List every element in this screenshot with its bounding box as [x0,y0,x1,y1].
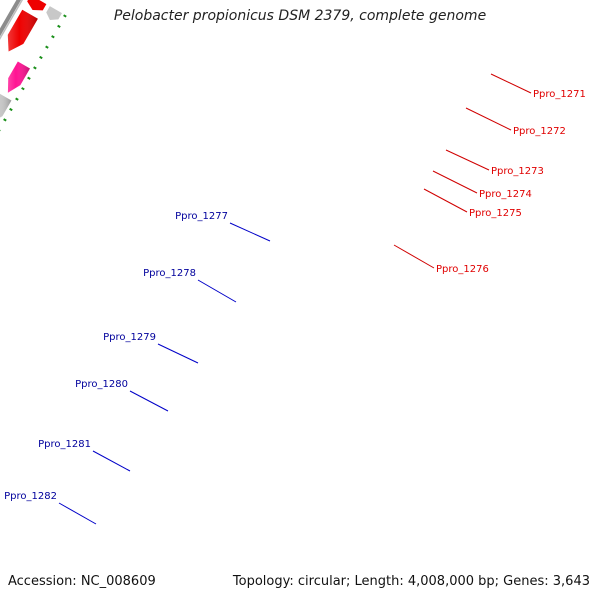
gene-leader-line [92,450,131,472]
gene-label-Ppro_1279: Ppro_1279 [103,332,156,343]
gene-label-Ppro_1282: Ppro_1282 [4,491,57,502]
gc-content-track-outer [0,14,67,132]
gene-leader-line [465,107,512,131]
gene-cds-shade [0,9,38,57]
gene-leader-line [129,390,169,412]
gene-label-Ppro_1273: Ppro_1273 [491,166,544,177]
accession-label: Accession: NC_008609 [8,574,156,589]
gene-leader-line [393,244,435,269]
gene-cds [27,0,47,11]
map-title: Pelobacter propionicus DSM 2379, complet… [113,8,487,24]
gene-label-Ppro_1271: Ppro_1271 [533,89,586,100]
gene-cds-shade [0,93,12,121]
gene-label-Ppro_1278: Ppro_1278 [143,268,196,279]
gene-leader-line [423,188,468,213]
gene-leader-line [58,502,97,525]
genome-summary: Topology: circular; Length: 4,008,000 bp… [232,574,590,589]
gene-label-Ppro_1277: Ppro_1277 [175,211,228,222]
gene-leader-line [445,149,490,171]
gene-leader-line [432,170,478,194]
gene-label-Ppro_1276: Ppro_1276 [436,264,489,275]
gene-cds [46,6,62,20]
gene-leader-line [229,222,271,242]
gene-label-Ppro_1275: Ppro_1275 [469,208,522,219]
gene-label-Ppro_1272: Ppro_1272 [513,126,566,137]
gene-leader-line [197,279,237,303]
gene-label-Ppro_1274: Ppro_1274 [479,189,532,200]
gene-label-Ppro_1281: Ppro_1281 [38,439,91,450]
gene-leader-line [157,343,199,364]
gene-leader-line [490,73,532,94]
gene-label-Ppro_1280: Ppro_1280 [75,379,128,390]
gene-cds-shade [1,61,30,97]
